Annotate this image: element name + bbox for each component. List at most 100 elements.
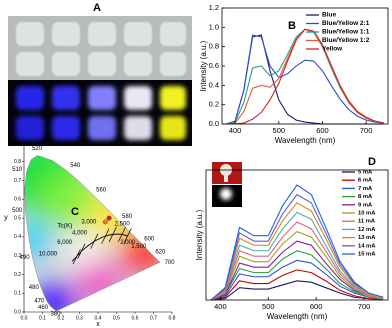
series-line bbox=[226, 34, 384, 125]
panel-label: A bbox=[93, 2, 101, 14]
wavelength-label: 500 bbox=[12, 208, 23, 214]
legend-label: 10 mA bbox=[358, 211, 376, 217]
x-tick-label: 500 bbox=[273, 126, 286, 135]
legend-label: Yellow bbox=[322, 46, 343, 53]
legend-label: 5 mA bbox=[358, 170, 373, 176]
panel-label: D bbox=[368, 156, 376, 168]
x-tick-label: 600 bbox=[316, 126, 329, 135]
y-axis-label: Intensity (a.u.) bbox=[195, 209, 204, 260]
y-axis-label: y bbox=[4, 214, 8, 221]
x-tick-label: 0.3 bbox=[76, 315, 83, 321]
wavelength-label: 470 bbox=[34, 298, 45, 304]
series-line bbox=[210, 280, 384, 301]
isotherm bbox=[108, 226, 117, 243]
legend-label: 15 mA bbox=[358, 252, 376, 258]
planckian-locus bbox=[71, 233, 128, 262]
series-line bbox=[210, 211, 384, 301]
x-tick-label: 0.8 bbox=[169, 315, 176, 321]
panel-label: C bbox=[71, 206, 79, 218]
wavelength-label: 600 bbox=[144, 236, 155, 242]
x-axis-label: Wavelength (nm) bbox=[275, 136, 336, 145]
wavelength-label: 480 bbox=[29, 285, 40, 291]
isotherm bbox=[77, 243, 86, 260]
cct-label: 6,000 bbox=[57, 240, 73, 246]
x-tick-label: 0.0 bbox=[21, 315, 28, 321]
x-axis-label: x bbox=[96, 321, 100, 328]
legend-label: Blue/Yellow 1:1 bbox=[322, 29, 370, 36]
isotherm bbox=[90, 233, 99, 249]
cct-label: 10,000 bbox=[39, 251, 58, 257]
y-tick-label: 0.5 bbox=[14, 215, 21, 221]
series-line bbox=[210, 193, 384, 301]
y-tick-label: 0.0 bbox=[14, 309, 21, 315]
cct-label: 3,000 bbox=[81, 219, 97, 225]
series-line bbox=[210, 240, 384, 301]
cct-title: Tc(K) bbox=[57, 222, 72, 229]
legend-label: Blue/Yellow 1:2 bbox=[322, 37, 370, 44]
y-tick-label: 0.2 bbox=[209, 100, 219, 109]
cie-point bbox=[103, 219, 108, 225]
legend-label: 11 mA bbox=[358, 219, 376, 225]
legend-label: 14 mA bbox=[358, 243, 376, 249]
isotherm bbox=[123, 228, 132, 244]
y-tick-label: 0.6 bbox=[209, 61, 219, 70]
wavelength-label: 620 bbox=[155, 249, 166, 255]
y-tick-label: 0.9 bbox=[14, 140, 21, 146]
series-line bbox=[210, 269, 384, 301]
legend-label: 7 mA bbox=[358, 186, 373, 192]
y-tick-label: 0.2 bbox=[14, 272, 21, 278]
cct-label: 1,500 bbox=[131, 244, 147, 250]
series-line bbox=[210, 250, 384, 301]
x-tick-label: 0.2 bbox=[58, 315, 65, 321]
series-line bbox=[210, 230, 384, 301]
y-axis-label: Intensity (a.u.) bbox=[199, 40, 208, 91]
x-tick-label: 0.4 bbox=[95, 315, 102, 321]
panel-d-inset-photo bbox=[212, 162, 242, 207]
cct-label: 2,500 bbox=[115, 221, 131, 227]
legend-label: 12 mA bbox=[358, 227, 376, 233]
legend-label: 13 mA bbox=[358, 235, 376, 241]
y-tick-label: 1.2 bbox=[209, 3, 219, 12]
x-axis-label: Wavelength (nm) bbox=[267, 312, 328, 321]
series-line bbox=[226, 28, 384, 125]
x-tick-label: 0.6 bbox=[132, 315, 139, 321]
legend-label: 9 mA bbox=[358, 202, 373, 208]
isotherm bbox=[118, 226, 127, 242]
legend-label: Blue bbox=[322, 12, 336, 19]
x-tick-label: 600 bbox=[310, 302, 323, 311]
wavelength-label: 560 bbox=[96, 188, 107, 194]
series-line bbox=[210, 184, 384, 301]
legend-label: Blue/Yellow 2:1 bbox=[322, 20, 370, 27]
legend-label: 8 mA bbox=[358, 194, 373, 200]
y-tick-label: 0.6 bbox=[14, 197, 21, 203]
y-tick-label: 0.8 bbox=[209, 42, 219, 51]
wavelength-label: 490 bbox=[20, 255, 31, 261]
wavelength-label: 580 bbox=[122, 214, 133, 220]
series-line bbox=[210, 259, 384, 301]
cct-label: 4,000 bbox=[72, 231, 88, 237]
plot-frame bbox=[205, 169, 389, 301]
y-tick-label: 1.0 bbox=[209, 22, 219, 31]
y-tick-label: 0.7 bbox=[14, 178, 21, 184]
y-tick-label: 0.4 bbox=[14, 234, 21, 240]
x-tick-label: 400 bbox=[214, 302, 227, 311]
color-blob bbox=[24, 222, 52, 260]
wavelength-label: 700 bbox=[165, 260, 176, 266]
spectral-locus bbox=[24, 155, 161, 312]
x-tick-label: 0.1 bbox=[39, 315, 46, 321]
wavelength-label: 460 bbox=[38, 305, 49, 311]
wavelength-label: 520 bbox=[32, 146, 43, 152]
cct-label: 2,000 bbox=[120, 240, 136, 246]
y-tick-label: 0.8 bbox=[14, 159, 21, 165]
x-tick-label: 400 bbox=[229, 126, 242, 135]
y-tick-label: 0.0 bbox=[209, 119, 219, 128]
wavelength-label: 540 bbox=[70, 163, 81, 169]
panel-label: B bbox=[288, 20, 296, 32]
x-tick-label: 0.5 bbox=[113, 315, 120, 321]
x-tick-label: 700 bbox=[360, 126, 373, 135]
x-tick-label: 700 bbox=[358, 302, 371, 311]
cie-point bbox=[106, 215, 112, 221]
isotherm bbox=[72, 248, 81, 265]
panel-a-photo bbox=[8, 16, 192, 146]
